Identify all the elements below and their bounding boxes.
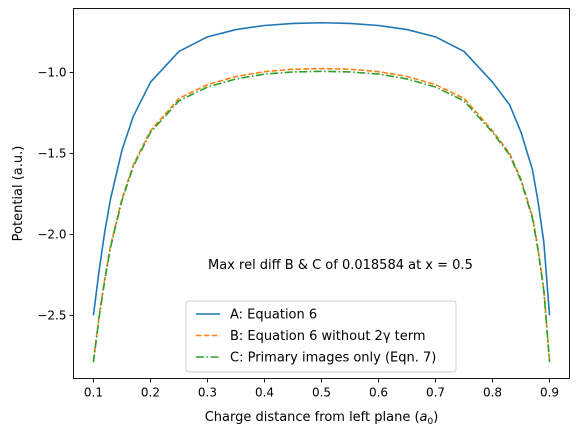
y-tick-label: −2.0 — [37, 227, 66, 241]
legend-box — [185, 300, 457, 373]
y-axis-label: Potential (a.u.) — [11, 146, 26, 242]
x-axis-label-text: Charge distance from left plane ( — [205, 410, 420, 425]
x-tick-label: 0.8 — [483, 386, 502, 400]
x-tick-label: 0.9 — [540, 386, 559, 400]
x-axis-label-subscript: 0 — [428, 417, 434, 427]
x-tick-label: 0.7 — [426, 386, 445, 400]
legend-label-b: B: Equation 6 without 2γ term — [230, 329, 426, 344]
x-tick-label: 0.4 — [255, 386, 274, 400]
legend-label-a: A: Equation 6 — [230, 308, 317, 323]
x-axis-label: Charge distance from left plane (a0) — [205, 410, 439, 427]
annotation-text: Max rel diff B & C of 0.018584 at x = 0.… — [208, 258, 473, 273]
series-line-c — [92, 70, 551, 363]
y-tick-label: −1.0 — [37, 65, 66, 79]
y-axis: −1.0 −1.5 −2.0 −2.5 — [37, 65, 74, 322]
legend: A: Equation 6 B: Equation 6 without 2γ te… — [185, 300, 457, 373]
y-tick-label: −1.5 — [37, 146, 66, 160]
x-axis-label-suffix: ) — [433, 410, 438, 425]
x-tick-label: 0.5 — [312, 386, 331, 400]
series-line-a — [92, 21, 551, 316]
x-axis-label-symbol: a — [420, 410, 428, 425]
x-axis: 0.1 0.2 0.3 0.4 0.5 0.6 0.7 0.8 0.9 — [84, 378, 559, 400]
series-layer — [92, 21, 551, 363]
x-tick-label: 0.1 — [84, 386, 103, 400]
x-tick-label: 0.2 — [141, 386, 160, 400]
y-tick-label: −2.5 — [37, 308, 66, 322]
x-tick-label: 0.3 — [198, 386, 217, 400]
legend-label-c: C: Primary images only (Eqn. 7) — [230, 351, 436, 366]
x-tick-label: 0.6 — [369, 386, 388, 400]
